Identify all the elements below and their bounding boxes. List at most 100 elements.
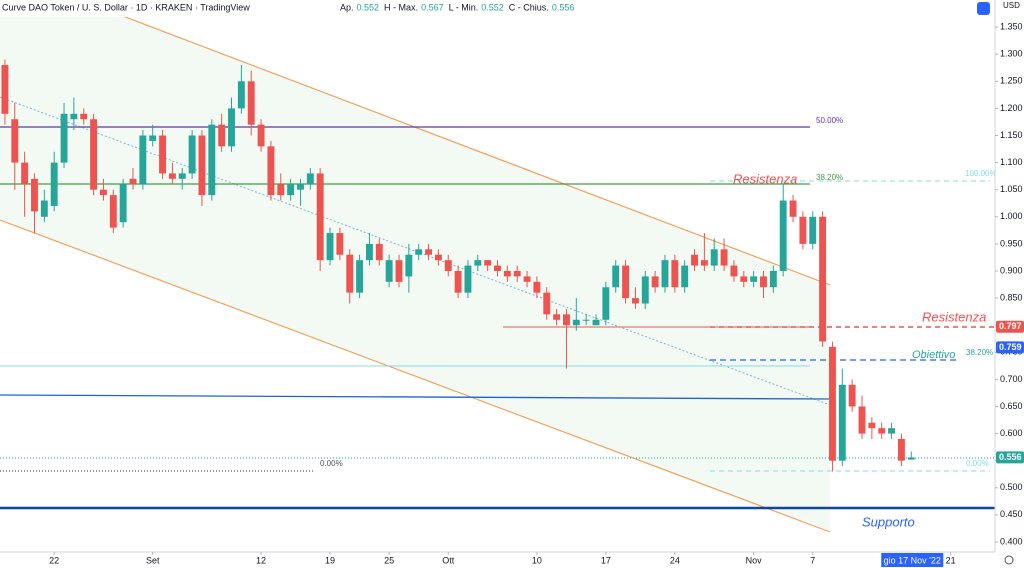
x-tick-label: Set (146, 555, 160, 565)
price-tag (996, 451, 1024, 464)
candles (1, 59, 915, 472)
candle-body (513, 270, 521, 277)
gear-icon[interactable] (1004, 555, 1014, 565)
candle-body (464, 265, 472, 293)
y-tick-label: 1.350 (1000, 21, 1023, 31)
price-tag-label: 0.556 (999, 452, 1022, 462)
x-tick-label: 10 (532, 555, 542, 565)
blue-trend (0, 394, 831, 400)
x-tick-label: 25 (384, 555, 394, 565)
x-tick-label: 22 (49, 555, 59, 565)
y-tick-label: 1.000 (1000, 211, 1023, 221)
candle-body (572, 319, 580, 326)
y-tick-label: 0.950 (1000, 238, 1023, 248)
x-tick-label: 12 (256, 555, 266, 565)
chart-title: Curve DAO Token / U. S. Dollar · 1D · KR… (2, 2, 250, 12)
candle-body (750, 276, 758, 282)
candle-body (700, 260, 708, 266)
y-tick-label: 0.850 (1000, 292, 1023, 302)
legend-value: 0.556 (552, 2, 575, 12)
candle-body (769, 270, 777, 288)
candle-body (710, 249, 718, 266)
candle-body (277, 184, 285, 196)
candle-body (523, 276, 531, 282)
y-tick-label: 0.700 (1000, 374, 1023, 384)
candle-body (159, 135, 166, 174)
candle-body (622, 265, 630, 299)
y-tick-label: 1.100 (1000, 157, 1023, 167)
candle-body (168, 173, 176, 179)
x-tick-label: 24 (670, 555, 680, 565)
fib-label: 0.00% (966, 459, 989, 468)
candle-body (70, 113, 78, 120)
candle-body (582, 319, 590, 321)
candle-body (119, 184, 127, 223)
candle-body (503, 270, 511, 277)
y-tick-label: 1.200 (1000, 103, 1023, 113)
x-tick-label: 17 (601, 555, 611, 565)
settings-icon[interactable] (977, 2, 990, 15)
candle-body (178, 173, 186, 179)
candle-body (878, 428, 886, 434)
y-tick-label: 0.450 (1000, 509, 1023, 519)
x-tick-label: Ott (442, 555, 455, 565)
candle-body (533, 281, 541, 293)
candle-body (356, 260, 364, 293)
y-tick-label: 0.500 (1000, 482, 1023, 492)
fib-label: 0.00% (320, 459, 343, 468)
candle-body (139, 135, 147, 185)
candle-body (237, 81, 245, 109)
candle-body (651, 276, 659, 288)
legend-value: 0.552 (357, 2, 380, 12)
candle-body (484, 260, 492, 266)
y-tick-label: 1.050 (1000, 184, 1023, 194)
candle-body (297, 184, 304, 190)
candle-body (838, 384, 846, 461)
candle-body (858, 406, 866, 434)
candle-body (612, 265, 620, 288)
axes: 0.4000.4500.5000.5500.6000.6500.7000.750… (49, 21, 1024, 567)
ohlc-legend: Ap. 0.552 H - Max. 0.567 L - Min. 0.552 C - Ch… (340, 2, 574, 12)
cursor-date: gio 17 Nov '22 (884, 555, 941, 565)
candle-body (907, 457, 915, 460)
candle-body (336, 233, 344, 255)
candle-body (149, 135, 157, 141)
candle-body (80, 113, 88, 120)
time-axis-bg (0, 552, 995, 568)
price-axis-bg (995, 0, 1024, 568)
candle-body (11, 119, 19, 163)
header-bg (0, 0, 335, 17)
candle-body (681, 265, 689, 288)
candle-body (661, 260, 669, 288)
candle-body (257, 124, 265, 147)
candle-body (267, 146, 275, 196)
candle-body (90, 119, 98, 190)
candle-body (779, 200, 787, 271)
y-tick-label: 0.650 (1000, 401, 1023, 411)
candle-body (129, 178, 137, 185)
candle-body (247, 81, 255, 125)
channel-fill (0, 15, 830, 530)
candle-body (592, 319, 600, 326)
candle-body (809, 216, 817, 244)
candle-body (1, 65, 9, 114)
candle-body (760, 276, 767, 288)
y-tick-label: 1.300 (1000, 49, 1023, 59)
fib-label: 100.00% (965, 169, 997, 178)
legend-label: L - Min. (449, 2, 479, 12)
candle-body (316, 173, 324, 261)
annotation: Resistenza (733, 171, 797, 186)
fib-label: 38.20% (816, 173, 843, 182)
x-tick-label: Nov (746, 555, 763, 565)
currency: USD (1003, 1, 1020, 10)
candle-body (454, 270, 462, 293)
annotation: Supporto (862, 514, 915, 529)
price-tag-label: 0.759 (999, 342, 1022, 352)
candle-body (109, 195, 117, 228)
candle-body (789, 200, 797, 217)
candle-body (415, 249, 423, 255)
candle-body (730, 265, 738, 277)
candle-body (819, 216, 827, 342)
